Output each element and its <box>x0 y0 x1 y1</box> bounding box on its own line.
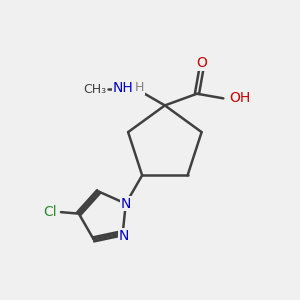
Text: N: N <box>121 196 131 211</box>
Text: OH: OH <box>229 92 250 105</box>
Text: NH: NH <box>113 81 134 94</box>
Text: N: N <box>119 229 129 243</box>
Text: H: H <box>135 81 144 94</box>
Text: CH₃: CH₃ <box>84 82 107 96</box>
Text: O: O <box>196 56 207 70</box>
Text: Cl: Cl <box>44 205 57 219</box>
